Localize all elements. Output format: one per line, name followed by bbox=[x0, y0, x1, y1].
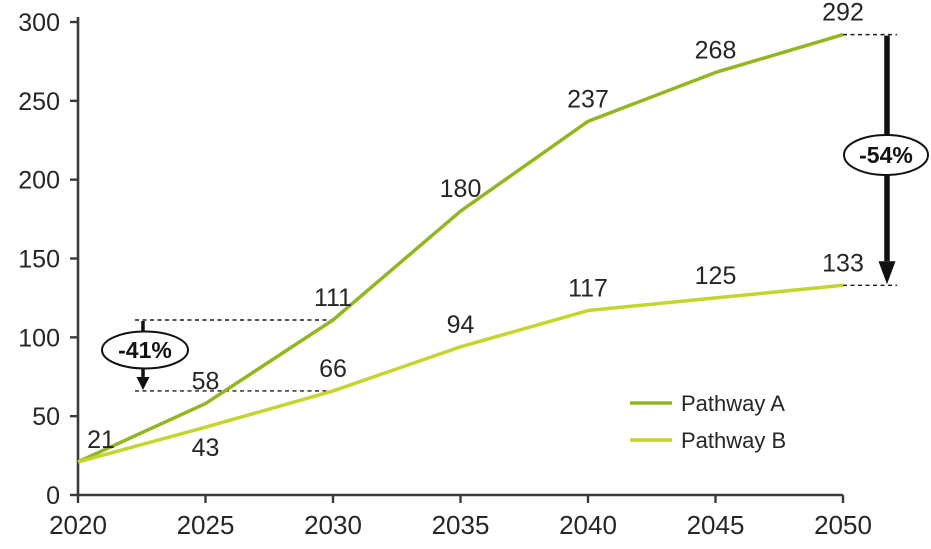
series-line-pathway-a bbox=[77, 32, 844, 464]
x-axis-tick-label: 2035 bbox=[432, 510, 490, 540]
legend-label-pathway-b: Pathway B bbox=[681, 428, 786, 453]
series-line-pathway-b bbox=[77, 283, 844, 464]
y-axis-tick-label: 200 bbox=[18, 167, 60, 195]
data-label: 125 bbox=[695, 262, 737, 290]
x-axis-tick-label: 2025 bbox=[177, 510, 235, 540]
axis-lines bbox=[76, 17, 843, 497]
annotation-label: -54% bbox=[859, 142, 913, 168]
annotation-label: -41% bbox=[118, 337, 172, 363]
legend-label-pathway-a: Pathway A bbox=[681, 391, 785, 416]
x-axis-tick-label: 2050 bbox=[814, 510, 872, 540]
y-axis-tick-label: 300 bbox=[18, 9, 60, 37]
data-label: 94 bbox=[447, 311, 475, 339]
data-label: 21 bbox=[87, 426, 115, 454]
annotation-arrowhead bbox=[878, 261, 896, 285]
annotation-arrowhead bbox=[136, 376, 150, 390]
data-label: 111 bbox=[314, 284, 352, 312]
data-label: 117 bbox=[568, 275, 608, 303]
data-label: 133 bbox=[822, 249, 864, 277]
x-axis-tick-label: 2030 bbox=[304, 510, 362, 540]
x-axis-tick-label: 2020 bbox=[49, 510, 107, 540]
y-axis-tick-label: 150 bbox=[18, 246, 60, 274]
data-label: 58 bbox=[192, 368, 220, 396]
y-axis-tick-label: 100 bbox=[18, 324, 60, 352]
y-axis-tick-label: 0 bbox=[46, 482, 60, 510]
data-label: 268 bbox=[695, 36, 737, 64]
annotation-ellipse bbox=[101, 330, 189, 370]
y-axis-tick-label: 250 bbox=[18, 88, 60, 116]
data-label: 237 bbox=[567, 85, 609, 113]
data-label: 43 bbox=[192, 434, 220, 462]
data-label: 180 bbox=[440, 175, 482, 203]
data-label: 292 bbox=[822, 0, 864, 27]
annotation-ellipse bbox=[843, 133, 929, 176]
y-axis-tick-label: 50 bbox=[32, 403, 60, 431]
x-axis-tick-label: 2045 bbox=[687, 510, 745, 540]
data-label: 66 bbox=[319, 355, 347, 383]
x-axis-tick-label: 2040 bbox=[559, 510, 617, 540]
